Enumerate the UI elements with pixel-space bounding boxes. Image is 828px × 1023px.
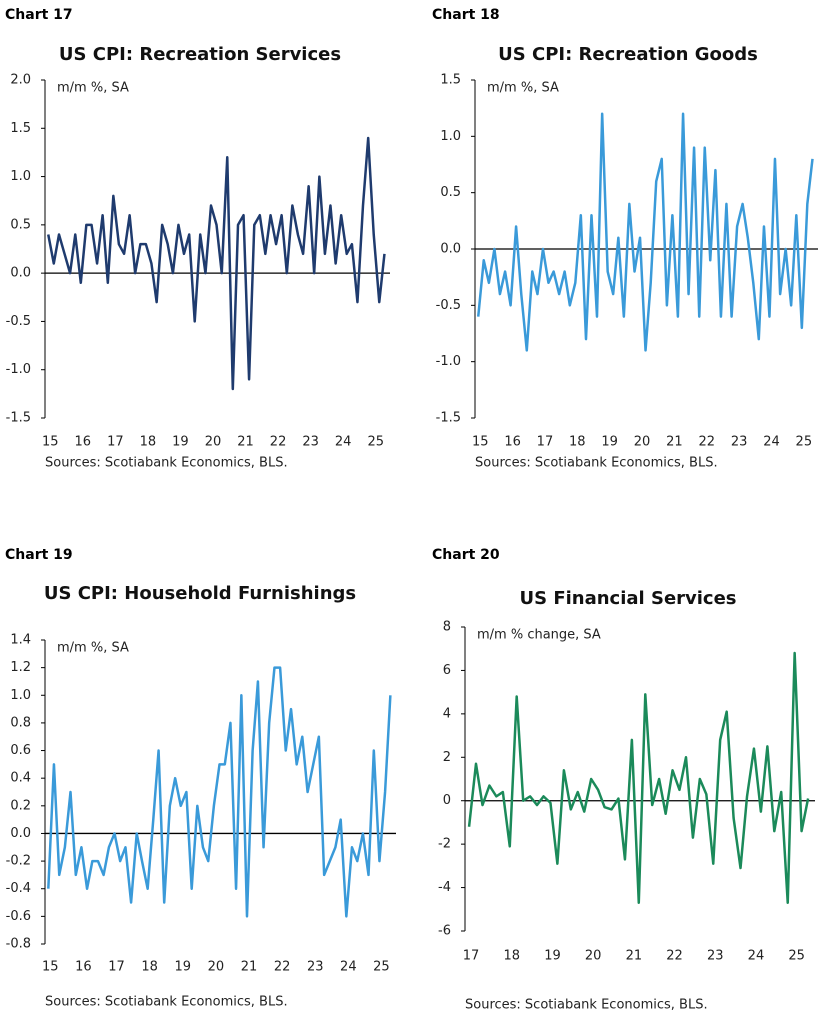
chart-label: Chart 19 [5, 547, 73, 563]
y-tick-label: -6 [438, 924, 451, 939]
y-tick-label: 0 [443, 793, 451, 808]
y-tick-label: -1.0 [436, 354, 461, 369]
y-tick-label: -1.0 [6, 362, 31, 377]
chart-label: Chart 17 [5, 7, 73, 23]
x-tick-label: 21 [666, 435, 683, 450]
y-tick-label: -0.8 [6, 937, 31, 952]
x-tick-label: 25 [373, 960, 390, 975]
x-tick-label: 20 [634, 435, 651, 450]
y-tick-label: 2 [443, 750, 451, 765]
x-tick-label: 18 [140, 435, 157, 450]
y-tick-label: 1.0 [10, 169, 31, 184]
y-tick-label: 1.4 [10, 633, 31, 648]
y-tick-label: -0.5 [6, 314, 31, 329]
x-tick-label: 20 [208, 960, 225, 975]
chart-source: Sources: Scotiabank Economics, BLS. [475, 456, 718, 471]
x-tick-label: 24 [748, 949, 765, 964]
y-tick-label: -0.5 [436, 298, 461, 313]
x-tick-label: 21 [626, 949, 643, 964]
chart-subtitle: m/m %, SA [487, 81, 559, 96]
x-tick-label: 22 [274, 960, 291, 975]
x-tick-label: 24 [335, 435, 352, 450]
chart-subtitle: m/m %, SA [57, 641, 129, 656]
y-tick-label: 1.5 [10, 121, 31, 136]
x-tick-label: 17 [108, 960, 125, 975]
chart-title: US CPI: Recreation Services [59, 44, 341, 65]
chart-title: US CPI: Recreation Goods [498, 44, 758, 65]
x-tick-label: 16 [75, 960, 92, 975]
x-tick-label: 23 [707, 949, 724, 964]
x-tick-label: 15 [472, 435, 489, 450]
x-tick-label: 18 [569, 435, 586, 450]
chart-label: Chart 20 [432, 547, 500, 563]
y-tick-label: 2.0 [10, 73, 31, 88]
y-tick-label: -1.5 [436, 411, 461, 426]
chart-title: US CPI: Household Furnishings [44, 583, 356, 604]
chart-source: Sources: Scotiabank Economics, BLS. [465, 998, 708, 1013]
x-tick-label: 17 [463, 949, 480, 964]
y-tick-label: 0.6 [10, 743, 31, 758]
y-tick-label: 0.2 [10, 798, 31, 813]
x-tick-label: 25 [367, 435, 384, 450]
y-tick-label: 4 [443, 706, 451, 721]
x-tick-label: 21 [241, 960, 258, 975]
y-tick-label: 0.5 [10, 217, 31, 232]
chart-source: Sources: Scotiabank Economics, BLS. [45, 995, 288, 1010]
x-tick-label: 24 [340, 960, 357, 975]
x-tick-label: 19 [172, 435, 189, 450]
y-tick-label: 1.2 [10, 660, 31, 675]
y-tick-label: 1.0 [440, 129, 461, 144]
y-tick-label: 8 [443, 620, 451, 635]
x-tick-label: 22 [698, 435, 715, 450]
data-line [47, 666, 392, 918]
x-tick-label: 23 [302, 435, 319, 450]
y-tick-label: 6 [443, 663, 451, 678]
x-tick-label: 23 [731, 435, 748, 450]
y-tick-label: 0.8 [10, 715, 31, 730]
x-tick-label: 24 [763, 435, 780, 450]
y-tick-label: -0.6 [6, 909, 31, 924]
y-tick-label: -0.4 [6, 881, 31, 896]
x-tick-label: 18 [141, 960, 158, 975]
y-tick-label: -4 [438, 880, 451, 895]
x-tick-label: 17 [537, 435, 554, 450]
x-tick-label: 21 [237, 435, 254, 450]
x-tick-label: 25 [788, 949, 805, 964]
x-tick-label: 20 [585, 949, 602, 964]
data-line [476, 112, 814, 352]
x-tick-label: 19 [601, 435, 618, 450]
x-tick-label: 15 [42, 960, 59, 975]
y-tick-label: -2 [438, 837, 451, 852]
x-tick-label: 18 [503, 949, 520, 964]
x-tick-label: 16 [75, 435, 92, 450]
chart-label: Chart 18 [432, 7, 500, 23]
x-tick-label: 23 [307, 960, 324, 975]
x-tick-label: 20 [205, 435, 222, 450]
chart-source: Sources: Scotiabank Economics, BLS. [45, 456, 288, 471]
x-tick-label: 19 [544, 949, 561, 964]
chart-subtitle: m/m % change, SA [477, 628, 601, 643]
y-tick-label: -0.2 [6, 854, 31, 869]
x-tick-label: 25 [796, 435, 813, 450]
y-tick-label: 0.0 [440, 242, 461, 257]
y-tick-label: -1.5 [6, 411, 31, 426]
y-tick-label: 0.0 [10, 266, 31, 281]
x-tick-label: 22 [270, 435, 287, 450]
y-tick-label: 0.0 [10, 826, 31, 841]
chart-title: US Financial Services [519, 588, 736, 609]
x-tick-label: 17 [107, 435, 124, 450]
data-line [47, 136, 386, 391]
x-tick-label: 15 [42, 435, 59, 450]
x-tick-label: 19 [174, 960, 191, 975]
y-tick-label: 0.5 [440, 185, 461, 200]
data-line [467, 651, 810, 905]
x-tick-label: 22 [666, 949, 683, 964]
chart-subtitle: m/m %, SA [57, 81, 129, 96]
y-tick-label: 1.5 [440, 73, 461, 88]
x-tick-label: 16 [504, 435, 521, 450]
y-tick-label: 1.0 [10, 688, 31, 703]
y-tick-label: 0.4 [10, 771, 31, 786]
